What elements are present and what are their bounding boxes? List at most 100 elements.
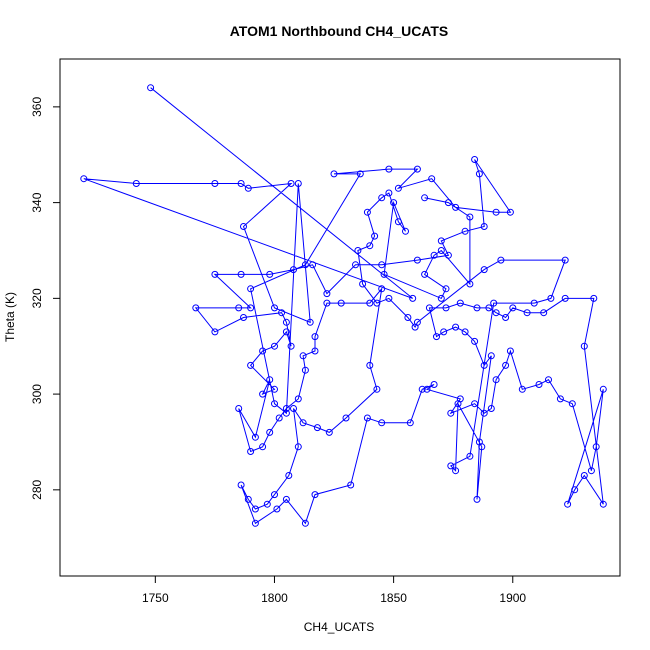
data-point <box>466 280 474 288</box>
data-point <box>487 405 495 412</box>
data-point <box>371 232 379 240</box>
data-point <box>237 270 245 278</box>
data-point <box>366 242 374 250</box>
data-point <box>266 376 274 384</box>
data-point <box>471 400 479 408</box>
data-point <box>442 285 450 293</box>
y-axis: 280 300 320 340 360 <box>30 97 60 500</box>
data-point <box>421 194 429 202</box>
data-point <box>251 433 259 441</box>
data-point <box>301 366 309 374</box>
data-point <box>590 294 598 302</box>
data-point <box>240 314 247 321</box>
data-point <box>378 261 386 269</box>
data-point <box>580 342 588 350</box>
data-point <box>402 227 409 235</box>
data-point <box>271 491 278 499</box>
data-series <box>80 84 607 527</box>
data-point <box>132 180 140 187</box>
data-point <box>323 290 331 298</box>
data-point <box>285 472 293 479</box>
data-point <box>444 199 452 207</box>
data-point <box>471 337 479 345</box>
data-point <box>394 184 402 192</box>
data-point <box>599 500 607 508</box>
data-point <box>454 400 462 408</box>
data-point <box>278 309 286 317</box>
data-point <box>240 223 247 230</box>
data-point <box>592 443 600 451</box>
data-point <box>502 314 510 321</box>
data-point <box>237 180 245 187</box>
data-point <box>237 481 245 489</box>
data-point <box>475 170 483 178</box>
y-tick-label: 360 <box>30 97 44 117</box>
data-point <box>266 428 274 436</box>
x-axis: 1750 1800 1850 1900 <box>142 576 526 605</box>
data-point <box>251 505 259 513</box>
data-point <box>301 261 309 269</box>
data-point <box>282 318 290 326</box>
data-point <box>287 342 295 350</box>
data-point <box>456 299 464 307</box>
y-tick-label: 340 <box>30 192 44 212</box>
y-axis-label: Theta (K) <box>3 292 17 342</box>
data-point <box>385 189 393 197</box>
data-point <box>530 299 538 307</box>
data-point <box>466 213 474 221</box>
data-point <box>347 481 355 489</box>
data-point <box>287 180 295 187</box>
data-point <box>437 247 445 254</box>
data-point <box>299 419 307 427</box>
data-point <box>378 285 386 293</box>
data-point <box>545 376 552 384</box>
data-point <box>440 328 448 336</box>
data-point <box>263 500 271 508</box>
data-point <box>437 237 445 245</box>
data-point <box>271 342 278 350</box>
data-point <box>523 309 531 317</box>
data-point <box>473 304 481 312</box>
data-point <box>275 414 283 422</box>
data-point <box>580 472 588 479</box>
data-point <box>323 299 331 307</box>
data-point <box>461 328 469 336</box>
data-point <box>266 270 274 278</box>
y-tick-label: 320 <box>30 288 44 308</box>
data-point <box>471 156 479 163</box>
data-point <box>356 170 364 178</box>
data-point <box>259 443 267 451</box>
data-point <box>461 227 469 235</box>
data-point <box>244 495 252 503</box>
data-point <box>294 180 302 187</box>
data-point <box>366 299 374 307</box>
data-point <box>359 280 367 288</box>
data-point <box>273 505 281 513</box>
data-point <box>311 347 319 355</box>
data-point <box>480 266 488 274</box>
data-point <box>480 361 488 369</box>
data-point <box>313 424 321 432</box>
data-point <box>506 347 514 355</box>
x-tick-label: 1900 <box>499 591 526 605</box>
data-point <box>480 409 488 417</box>
data-point <box>473 495 481 503</box>
data-point <box>540 309 548 317</box>
data-point <box>235 405 243 412</box>
data-point <box>378 194 386 202</box>
data-point <box>325 428 333 436</box>
data-point <box>413 256 421 264</box>
data-point <box>363 414 371 422</box>
data-point <box>437 294 445 302</box>
data-point <box>271 385 278 393</box>
data-point <box>247 285 255 293</box>
data-point <box>247 448 255 455</box>
data-point <box>306 318 314 326</box>
data-point <box>568 400 576 408</box>
data-point <box>282 409 290 417</box>
data-point <box>430 251 438 259</box>
data-point <box>301 519 309 527</box>
data-point <box>192 304 200 312</box>
data-point <box>509 304 517 312</box>
